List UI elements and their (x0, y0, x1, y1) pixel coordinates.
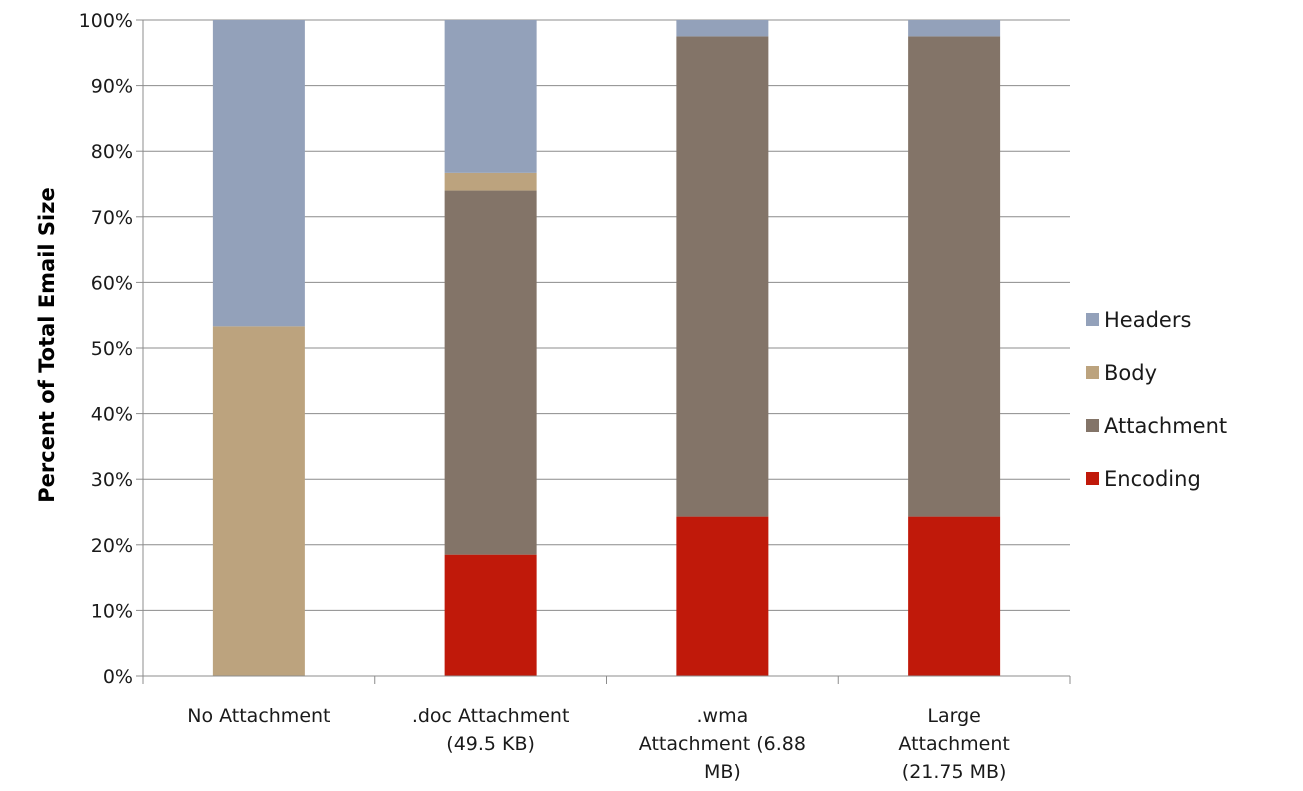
bar-attachment-2 (444, 190, 537, 555)
legend-label-attachment: Attachment (1104, 414, 1227, 438)
legend-swatch-encoding (1086, 472, 1099, 485)
x-tick-label: .wma Attachment (6.88 MB) (639, 705, 806, 783)
bar-headers-1 (212, 20, 305, 327)
y-tick-label: 70% (91, 207, 133, 229)
bars (212, 20, 1001, 676)
bar-encoding-4 (908, 516, 1001, 676)
bar-headers-4 (908, 20, 1001, 37)
legend-label-headers: Headers (1104, 308, 1191, 332)
legend-label-body: Body (1104, 361, 1157, 385)
y-tick-label: 0% (103, 666, 133, 688)
y-tick-label: 40% (91, 404, 133, 426)
x-axis-labels: No Attachment .doc Attachment (49.5 KB) .wm… (187, 705, 1010, 783)
legend-label-encoding: Encoding (1104, 467, 1201, 491)
axes (142, 20, 1071, 684)
y-tick-label: 90% (91, 76, 133, 98)
bar-attachment-3 (676, 36, 769, 517)
y-tick-label: 10% (91, 600, 133, 622)
x-tick-label: .doc Attachment (49.5 KB) (412, 705, 570, 755)
y-tick-label: 100% (79, 10, 133, 32)
bar-headers-2 (444, 20, 537, 173)
y-axis-label: Percent of Total Email Size (35, 187, 59, 502)
y-axis-ticks: 0% 10% 20% 30% 40% 50% 60% 70% 80% 90% 100% (79, 10, 143, 688)
legend-swatch-attachment (1086, 419, 1099, 432)
y-tick-label: 50% (91, 338, 133, 360)
bar-headers-3 (676, 20, 769, 37)
bar-encoding-3 (676, 516, 769, 676)
y-tick-label: 60% (91, 272, 133, 294)
y-tick-label: 30% (91, 469, 133, 491)
legend-swatch-headers (1086, 313, 1099, 326)
bar-body-2 (444, 172, 537, 191)
y-tick-label: 20% (91, 535, 133, 557)
legend-swatch-body (1086, 366, 1099, 379)
x-tick-label: No Attachment (187, 705, 330, 727)
bar-attachment-4 (908, 36, 1001, 517)
bar-encoding-2 (444, 554, 537, 676)
legend: Headers Body Attachment Encoding (1086, 308, 1227, 491)
y-tick-label: 80% (91, 141, 133, 163)
x-tick-label: Large Attachment (21.75 MB) (898, 705, 1009, 783)
bar-body-1 (212, 326, 305, 676)
